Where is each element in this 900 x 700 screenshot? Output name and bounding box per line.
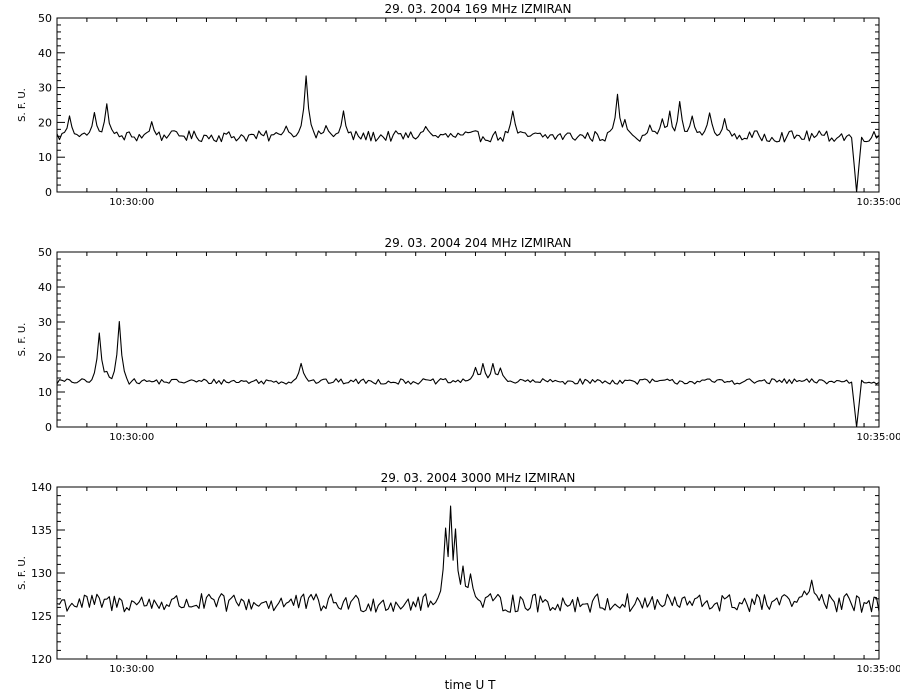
series-line — [56, 75, 880, 193]
y-tick-label: 10 — [38, 151, 52, 164]
x-tick-label: 10:35:00 — [857, 432, 900, 443]
y-axis-label: S. F. U. — [17, 88, 28, 122]
y-axis-label: S. F. U. — [17, 556, 28, 590]
x-tick-label: 10:30:00 — [109, 664, 154, 675]
plot-frame — [56, 486, 880, 660]
chart-panel-3: 29. 03. 2004 3000 MHz IZMIRAN S. F. U. 120… — [17, 471, 900, 675]
y-tick-label: 40 — [38, 281, 52, 294]
x-tick-label: 10:35:00 — [857, 197, 900, 208]
y-tick-label: 20 — [38, 351, 52, 364]
x-tick-label: 10:35:00 — [857, 664, 900, 675]
y-tick-label: 120 — [31, 653, 52, 666]
x-tick-label: 10:30:00 — [109, 432, 154, 443]
y-tick-label: 0 — [45, 421, 52, 434]
x-axis-label: time U T — [445, 678, 497, 692]
series-line — [56, 320, 880, 428]
series-line — [56, 505, 880, 613]
chart-title: 29. 03. 2004 169 MHz IZMIRAN — [384, 2, 571, 16]
chart-title: 29. 03. 2004 204 MHz IZMIRAN — [384, 236, 571, 250]
y-tick-label: 50 — [38, 246, 52, 259]
chart-panel-1: 29. 03. 2004 169 MHz IZMIRAN S. F. U. 0 10 2… — [17, 2, 900, 208]
y-tick-label: 125 — [31, 610, 52, 623]
y-tick-label: 130 — [31, 567, 52, 580]
y-tick-label: 40 — [38, 47, 52, 60]
y-tick-label: 30 — [38, 82, 52, 95]
y-tick-label: 50 — [38, 12, 52, 25]
y-tick-label: 135 — [31, 524, 52, 537]
y-tick-label: 30 — [38, 316, 52, 329]
chart-panel-2: 29. 03. 2004 204 MHz IZMIRAN S. F. U. 0 10 2… — [17, 236, 900, 443]
y-axis-label: S. F. U. — [17, 323, 28, 357]
y-tick-label: 140 — [31, 481, 52, 494]
y-tick-label: 10 — [38, 386, 52, 399]
y-tick-label: 20 — [38, 116, 52, 129]
y-tick-label: 0 — [45, 186, 52, 199]
plot-frame — [56, 251, 880, 428]
plot-frame — [56, 17, 880, 193]
x-tick-label: 10:30:00 — [109, 197, 154, 208]
chart-title: 29. 03. 2004 3000 MHz IZMIRAN — [381, 471, 576, 485]
